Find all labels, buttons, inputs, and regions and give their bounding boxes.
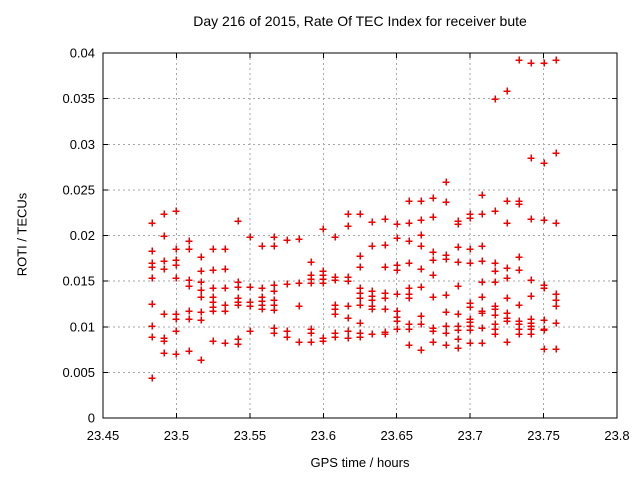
y-tick-label: 0.015 [62,274,95,289]
y-tick-label: 0.005 [62,365,95,380]
x-tick-label: 23.6 [311,428,336,443]
x-tick-label: 23.75 [527,428,560,443]
grid-lines [103,53,617,418]
x-tick-label: 23.5 [164,428,189,443]
y-tick-label: 0.02 [70,228,95,243]
x-tick-label: 23.55 [234,428,267,443]
x-tick-label: 23.8 [604,428,629,443]
y-tick-labels: 0 0.005 0.01 0.015 0.02 0.025 0.03 0.035 0.04 [62,46,95,426]
plot-border [102,52,618,419]
x-axis-label: GPS time / hours [310,455,410,470]
y-tick-label: 0.03 [70,137,95,152]
x-tick-label: 23.7 [457,428,482,443]
y-tick-label: 0.04 [70,46,95,61]
data-points-series [148,56,560,382]
x-tick-label: 23.45 [87,428,120,443]
y-tick-label: 0 [88,411,95,426]
y-tick-label: 0.01 [70,319,95,334]
y-tick-label: 0.035 [62,91,95,106]
chart-title: Day 216 of 2015, Rate Of TEC Index for r… [193,13,527,29]
y-tick-label: 0.025 [62,182,95,197]
x-tick-labels: 23.45 23.5 23.55 23.6 23.65 23.7 23.75 23.8 [87,428,630,443]
x-tick-label: 23.65 [380,428,413,443]
